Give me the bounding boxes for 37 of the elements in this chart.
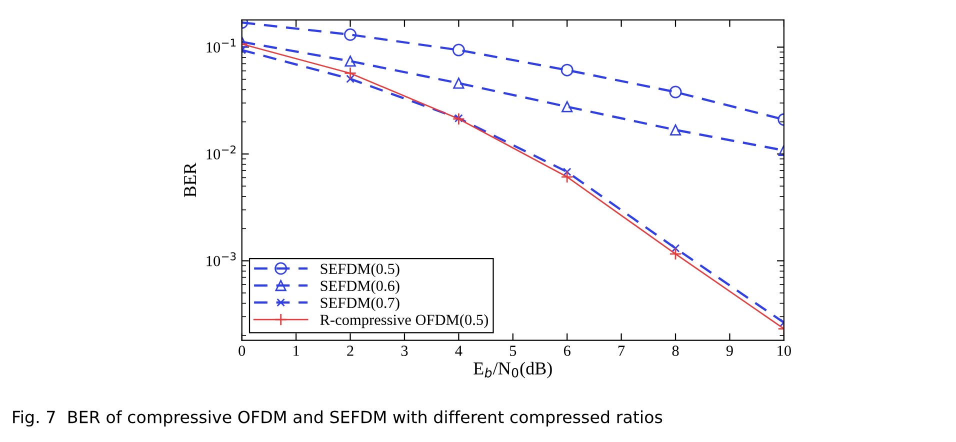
legend-label: SEFDM(0.7) <box>320 297 400 312</box>
y-axis-title: BER <box>184 162 196 198</box>
point <box>452 44 465 56</box>
x-axis-title: E$_{b}$/N$_{0}$(dB) <box>474 362 552 378</box>
y-tick-label: 10$^{−3}$ <box>206 252 236 266</box>
x-tick-label: 6 <box>564 346 570 356</box>
point <box>453 78 464 89</box>
point <box>670 124 682 136</box>
x-tick-label: 9 <box>726 346 733 356</box>
legend-label: SEFDM(0.6) <box>320 280 400 294</box>
x-tick-label: 1 <box>294 346 299 356</box>
point <box>671 244 680 252</box>
legend-label: SEFDM(0.5) <box>320 263 400 278</box>
x-tick-label: 4 <box>455 346 462 356</box>
point <box>344 28 357 41</box>
x-tick-label: 2 <box>347 346 354 356</box>
x-tick-label: 3 <box>401 346 408 356</box>
y-tick-label: 10$^{−1}$ <box>206 38 236 53</box>
point <box>560 170 574 184</box>
point <box>669 86 682 98</box>
point <box>562 101 573 112</box>
x-tick-label: 10 <box>778 346 791 356</box>
x-tick-label: 8 <box>672 346 679 356</box>
x-tick-label: 7 <box>618 346 625 356</box>
point <box>344 56 356 67</box>
point <box>669 248 682 260</box>
legend-label: R-compressive OFDM(0.5) <box>320 314 488 328</box>
point <box>560 64 574 76</box>
point <box>562 168 572 176</box>
caption: Fig. 7 BER of compressive OFDM and SEFDM with different compressed ratios <box>13 410 662 427</box>
point <box>454 114 463 122</box>
y-tick-label: 10$^{−2}$ <box>206 145 236 160</box>
point <box>344 66 357 80</box>
x-tick-label: 0 <box>238 346 246 356</box>
point <box>346 74 354 84</box>
x-tick-label: 5 <box>510 346 516 356</box>
point <box>452 112 465 126</box>
